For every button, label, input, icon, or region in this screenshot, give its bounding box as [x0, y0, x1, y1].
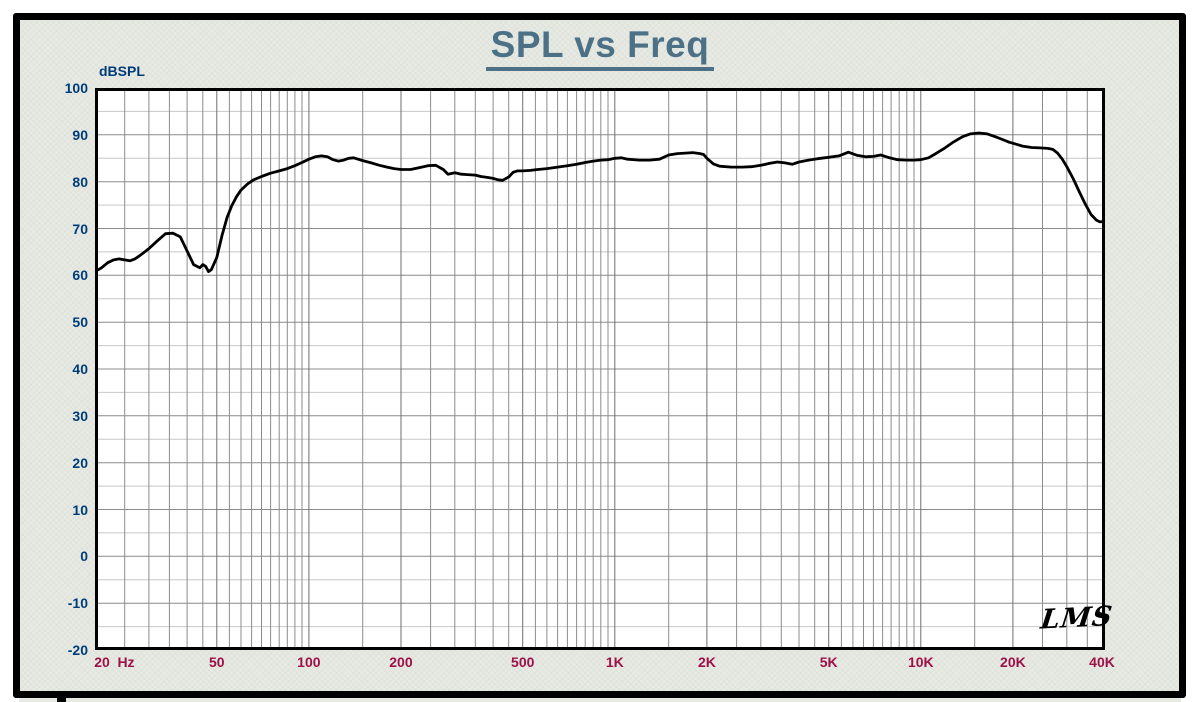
lms-signature-logo: LMS	[1038, 600, 1115, 636]
x-tick-label: 100	[297, 654, 321, 670]
y-tick-label: 30	[72, 407, 88, 424]
y-tick-label: 50	[72, 314, 88, 331]
y-tick-label: 10	[72, 501, 88, 518]
y-tick-label: 70	[72, 220, 88, 237]
y-axis-unit-label: dBSPL	[99, 63, 145, 79]
x-tick-label: 20K	[1000, 654, 1026, 670]
plot-area	[93, 88, 1107, 650]
x-tick-label: 40K	[1089, 654, 1115, 670]
x-tick-label: 20	[94, 654, 110, 670]
x-tick-label: 5K	[819, 654, 838, 670]
y-tick-label: 40	[72, 361, 88, 377]
y-tick-label: 20	[72, 454, 88, 471]
next-frame-sliver	[19, 698, 1181, 702]
x-tick-label: 50	[208, 654, 225, 670]
page-title: SPL vs Freq	[0, 24, 1200, 71]
x-axis-unit-label: Hz	[117, 654, 135, 670]
x-tick-label: 2K	[697, 654, 716, 670]
y-tick-label: 80	[72, 173, 88, 190]
page-title-text: SPL vs Freq	[485, 24, 715, 71]
y-tick-label: -10	[67, 595, 88, 612]
y-tick-label: 100	[64, 80, 88, 96]
y-tick-label: 60	[72, 267, 88, 284]
x-tick-label: 10K	[907, 654, 934, 670]
y-tick-label: -20	[67, 642, 88, 658]
next-frame-sliver-divider	[57, 698, 66, 702]
y-tick-label: 0	[80, 548, 88, 565]
y-tick-label: 90	[72, 126, 88, 143]
x-tick-label: 500	[511, 654, 535, 670]
spl-curve-plot	[93, 88, 1107, 650]
x-tick-label: 200	[389, 654, 413, 670]
x-tick-label: 1K	[605, 654, 624, 670]
